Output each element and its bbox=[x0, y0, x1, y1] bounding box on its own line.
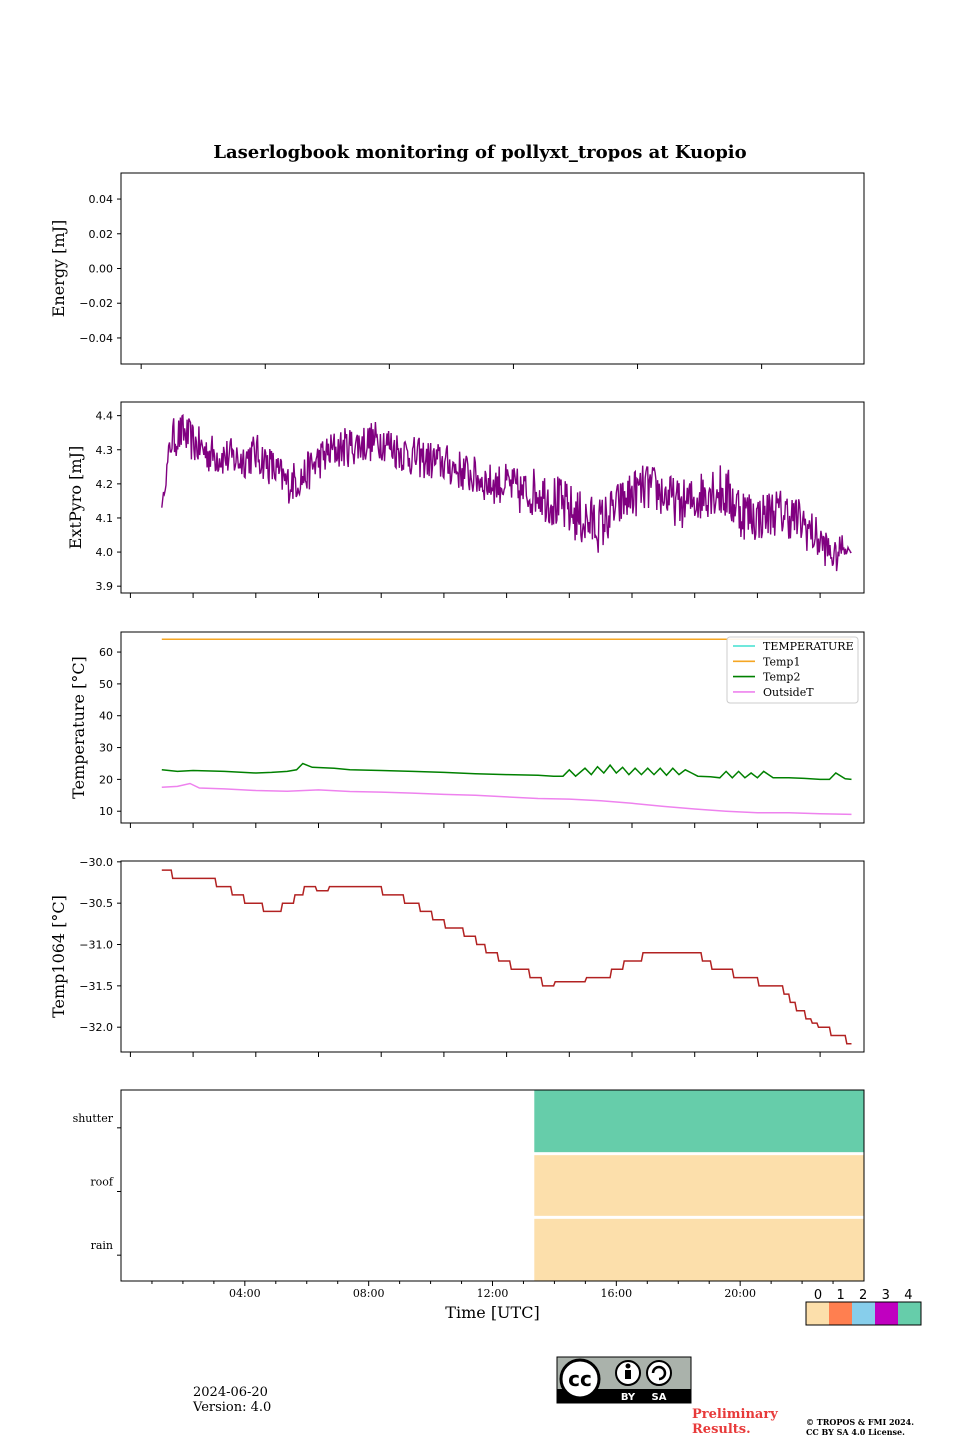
y-tick-label: 60 bbox=[99, 646, 113, 659]
y-tick-label: 20 bbox=[99, 773, 113, 786]
preliminary-line-1: Preliminary bbox=[692, 1407, 778, 1422]
y-tick-label: −0.02 bbox=[79, 297, 113, 310]
colorbar-tick-4: 4 bbox=[904, 1288, 912, 1303]
colorbar-tick-1: 1 bbox=[836, 1288, 844, 1303]
legend-label-3: Temp2 bbox=[763, 671, 800, 684]
colorbar-tick-0: 0 bbox=[814, 1288, 822, 1303]
y-tick-label: 4.0 bbox=[96, 546, 114, 559]
y-tick-label: −31.5 bbox=[79, 980, 113, 993]
y-tick-label: −31.0 bbox=[79, 939, 113, 952]
y-tick-label: 0.02 bbox=[89, 228, 114, 241]
colorbar-swatch-3 bbox=[875, 1302, 898, 1325]
copyright-line-1: © TROPOS & FMI 2024. bbox=[806, 1417, 915, 1427]
y-axis-label: Temperature [°C] bbox=[69, 656, 88, 799]
panel-2: 3.9 4.0 4.1 4.2 4.3 4.4 ExtPyro [mJ] bbox=[66, 401, 865, 598]
y-tick-label: −0.04 bbox=[79, 332, 113, 345]
status-row-label-rain: rain bbox=[91, 1239, 113, 1252]
y-tick-label: 10 bbox=[99, 805, 113, 818]
version-label: Version: 4.0 bbox=[193, 1400, 272, 1415]
plot-frame bbox=[120, 860, 865, 1053]
plot-frame bbox=[120, 172, 865, 365]
x-tick-label: 20:00 bbox=[724, 1287, 756, 1300]
plot-frame bbox=[120, 631, 865, 824]
cc-logo-icon bbox=[559, 1358, 601, 1400]
series-outsidet-line bbox=[161, 782, 852, 816]
copyright-line-2: CC BY SA 4.0 License. bbox=[806, 1427, 905, 1437]
x-tick-label: 12:00 bbox=[477, 1287, 509, 1300]
sa-share-alike-icon bbox=[646, 1360, 672, 1386]
status-row-label-roof: roof bbox=[90, 1176, 114, 1189]
legend-label-2: Temp1 bbox=[763, 655, 800, 668]
y-tick-label: 4.3 bbox=[96, 444, 114, 457]
sa-label: SA bbox=[652, 1392, 667, 1403]
y-axis-label: Temp1064 [°C] bbox=[49, 895, 68, 1018]
y-tick-label: 0.00 bbox=[89, 263, 114, 276]
plot-frame bbox=[120, 401, 865, 594]
preliminary-note: Preliminary Results. bbox=[692, 1407, 778, 1437]
y-tick-label: 50 bbox=[99, 678, 113, 691]
panel-4: −30.0 −30.5 −31.0 −31.5 −32.0 Temp1064 [°C] bbox=[49, 856, 865, 1057]
copyright-note: © TROPOS & FMI 2024. CC BY SA 4.0 Licens… bbox=[806, 1417, 914, 1437]
colorbar-swatch-2 bbox=[852, 1302, 875, 1325]
series-temp1064-line bbox=[161, 869, 852, 1045]
chart-title: Laserlogbook monitoring of pollyxt_tropo… bbox=[213, 142, 746, 163]
panel-1: 0.04 0.02 0.00 −0.02 −0.04 Energy [mJ] bbox=[49, 172, 865, 369]
colorbar-tick-2: 2 bbox=[859, 1288, 867, 1303]
plot-frame bbox=[120, 1089, 865, 1282]
colorbar-swatch-0 bbox=[806, 1302, 829, 1325]
colorbar-swatch-4 bbox=[898, 1302, 921, 1325]
y-tick-label: 40 bbox=[99, 710, 113, 723]
footer-info: 2024-06-20 Version: 4.0 bbox=[193, 1385, 271, 1415]
by-person-body bbox=[625, 1370, 631, 1379]
y-tick-label: −30.0 bbox=[79, 856, 113, 869]
y-axis-label: ExtPyro [mJ] bbox=[66, 446, 85, 549]
series-temp2-line bbox=[161, 762, 852, 781]
series-extpyro-line bbox=[161, 413, 852, 572]
panels: 0.04 0.02 0.00 −0.02 −0.04 Energy [mJ] 3.9 4.0 4… bbox=[49, 172, 865, 1322]
y-tick-label: −32.0 bbox=[79, 1021, 113, 1034]
colorbar-frame bbox=[805, 1301, 922, 1326]
legend-label-4: OutsideT bbox=[763, 686, 814, 699]
y-tick-label: −30.5 bbox=[79, 897, 113, 910]
cc-logo-text: cc bbox=[568, 1367, 592, 1391]
colorbar-tick-3: 3 bbox=[882, 1288, 890, 1303]
by-label: BY bbox=[621, 1392, 636, 1403]
x-tick-label: 16:00 bbox=[600, 1287, 632, 1300]
y-tick-label: 3.9 bbox=[96, 580, 114, 593]
y-tick-label: 4.4 bbox=[96, 410, 114, 423]
y-tick-label: 4.1 bbox=[96, 512, 114, 525]
y-tick-label: 30 bbox=[99, 742, 113, 755]
legend-box bbox=[726, 636, 859, 704]
date-label: 2024-06-20 bbox=[193, 1385, 268, 1400]
x-axis-label: Time [UTC] bbox=[445, 1303, 539, 1322]
x-tick-label: 04:00 bbox=[229, 1287, 261, 1300]
cc-license-badge: cc BY SA bbox=[556, 1356, 692, 1404]
legend: TEMPERATURE Temp1 Temp2 OutsideT bbox=[726, 636, 859, 704]
x-tick-label: 08:00 bbox=[353, 1287, 385, 1300]
status-segment-shutter bbox=[534, 1090, 864, 1153]
legend-label-1: TEMPERATURE bbox=[763, 640, 854, 653]
status-segment-rain bbox=[534, 1218, 864, 1281]
preliminary-line-2: Results. bbox=[692, 1422, 751, 1437]
colorbar-swatch-1 bbox=[829, 1302, 852, 1325]
status-row-label-shutter: shutter bbox=[73, 1112, 114, 1125]
y-tick-label: 4.2 bbox=[96, 478, 114, 491]
panel-5-status: shutter roof rain 04:00 08:00 12:00 16:00 20:00… bbox=[73, 1089, 865, 1322]
status-segment-roof bbox=[534, 1155, 864, 1216]
y-tick-label: 0.04 bbox=[89, 193, 114, 206]
sa-arrow bbox=[651, 1365, 667, 1381]
y-axis-label: Energy [mJ] bbox=[49, 220, 68, 318]
by-person-head bbox=[625, 1363, 631, 1369]
